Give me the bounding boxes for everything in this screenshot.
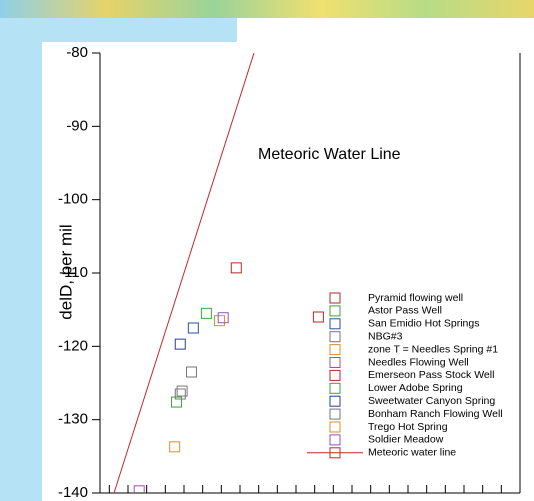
y-tick-label: -130 [58, 411, 88, 428]
legend-marker [330, 409, 340, 419]
legend-marker [330, 370, 340, 380]
y-tick-label: -140 [58, 484, 88, 501]
legend-marker [330, 345, 340, 355]
legend-marker [330, 293, 340, 303]
legend-marker [330, 396, 340, 406]
legend-label: San Emidio Hot Springs [368, 318, 479, 330]
point [188, 323, 198, 333]
y-tick-label: -120 [58, 337, 88, 354]
banner-image [0, 0, 534, 18]
point [231, 263, 241, 273]
legend-label: Soldier Meadow [368, 434, 444, 446]
point [134, 486, 144, 496]
point [313, 312, 323, 322]
legend-marker [330, 435, 340, 445]
point [175, 339, 185, 349]
legend-marker [330, 319, 340, 329]
legend-label: Pyramid flowing well [368, 292, 463, 304]
legend-marker [330, 358, 340, 368]
legend-label: zone T = Needles Spring #1 [368, 343, 498, 355]
y-tick-label: -100 [58, 191, 88, 208]
legend-label: Sweetwater Canyon Spring [368, 395, 495, 407]
legend-marker [330, 422, 340, 432]
legend-label: Trego Hot Spring [368, 421, 448, 433]
y-tick-label: -80 [66, 44, 88, 61]
legend-label: Emerseon Pass Stock Well [368, 369, 494, 381]
point [201, 308, 211, 318]
screenshot: -140-130-120-110-100-90-80delD, per milM… [0, 0, 534, 501]
legend-label: Lower Adobe Spring [368, 382, 463, 394]
point [186, 367, 196, 377]
y-tick-label: -90 [66, 117, 88, 134]
legend-label: Astor Pass Well [368, 305, 442, 317]
point [218, 313, 228, 323]
annotation: Meteoric Water Line [258, 146, 401, 163]
plot-area [114, 53, 323, 496]
legend-label: Needles Flowing Well [368, 356, 469, 368]
y-axis-label: delD, per mil [56, 224, 75, 319]
legend-label: NBG#3 [368, 330, 403, 342]
side-panel [0, 18, 42, 501]
legend-marker [330, 332, 340, 342]
legend-marker [330, 306, 340, 316]
legend-label: Meteoric water line [368, 447, 456, 459]
point [170, 442, 180, 452]
point [214, 316, 224, 326]
legend-marker [330, 383, 340, 393]
legend-label: Bonham Ranch Flowing Well [368, 408, 503, 420]
